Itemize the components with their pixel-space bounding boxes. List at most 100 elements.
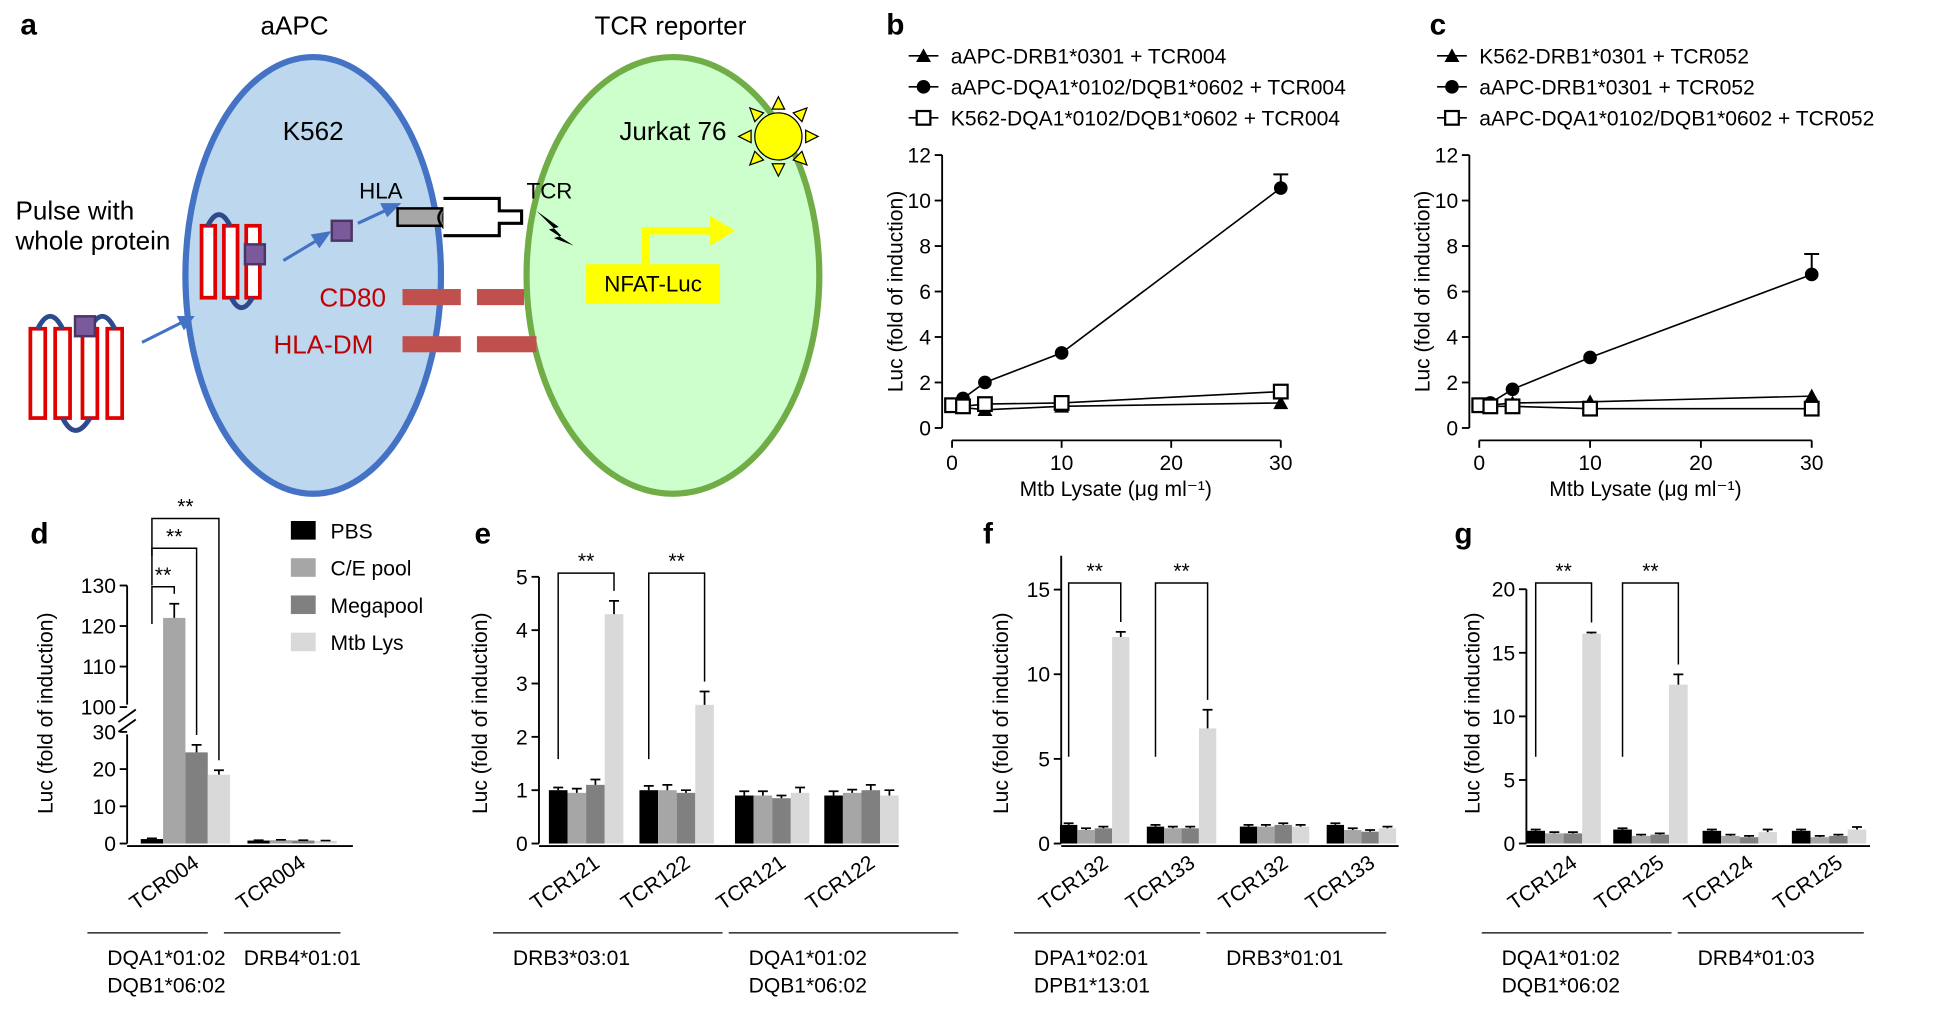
y-tick-label: 4 (919, 326, 931, 349)
bar (163, 617, 186, 844)
legend-label: aAPC-DRB1*0301 + TCR052 (1479, 76, 1755, 99)
marker (978, 375, 992, 390)
y-tick-label: 120 (81, 615, 116, 638)
reporter-arrow (641, 227, 717, 265)
y-tick-label: 130 (81, 575, 116, 598)
significance-label: ** (166, 525, 182, 548)
bar (658, 790, 677, 844)
bar (695, 704, 714, 844)
reporter-title: TCR reporter (594, 11, 746, 41)
x-tick-label: 0 (946, 452, 958, 475)
legend-label: K562-DQA1*0102/DQB1*0602 + TCR004 (951, 107, 1340, 130)
peptide (330, 219, 353, 242)
tcr-label: TCR (527, 178, 573, 203)
apc-cell (182, 53, 445, 497)
legend-marker (915, 109, 932, 126)
error-bar (1063, 822, 1074, 825)
bar (1326, 824, 1345, 844)
error-bar (681, 789, 691, 793)
legend-label: aAPC-DRB1*0301 + TCR004 (951, 45, 1227, 68)
y-axis-label: Luc (fold of induction) (884, 191, 907, 393)
significance-label: ** (668, 550, 684, 573)
series-line (1479, 404, 1812, 410)
y-tick-label: 20 (1492, 579, 1515, 602)
error-bar (662, 783, 673, 791)
significance-bracket (151, 547, 198, 735)
bar (1239, 826, 1258, 844)
group-label: DPA1*02:01 (1034, 947, 1148, 970)
x-tick-label: TCR133 (1122, 851, 1199, 915)
significance-label: ** (578, 550, 594, 573)
significance-bracket (151, 586, 176, 624)
significance-label: ** (1555, 560, 1571, 583)
bar (753, 795, 773, 844)
reporter-box (586, 264, 721, 304)
bar (247, 840, 270, 844)
error-bar (1202, 708, 1213, 729)
significance-bracket (1621, 582, 1680, 757)
panel-label: d (30, 517, 48, 550)
error-bar (1530, 828, 1541, 831)
significance-bracket (648, 572, 706, 760)
x-tick-label: TCR121 (712, 851, 789, 915)
legend-marker (916, 48, 931, 63)
error-bar (1260, 824, 1271, 827)
legend-label: aAPC-DQA1*0102/DQB1*0602 + TCR004 (951, 76, 1346, 99)
marker (1504, 398, 1521, 415)
pulse-label: whole protein (14, 225, 170, 255)
bar (1739, 837, 1759, 844)
bar (185, 752, 208, 844)
marker (1273, 181, 1288, 195)
costim-bars (402, 289, 537, 353)
y-tick-label: 8 (919, 235, 931, 258)
x-tick-label: 30 (1269, 452, 1292, 475)
error-bar (757, 790, 768, 796)
x-tick-label: 10 (1578, 452, 1601, 475)
apc-cell-label: K562 (283, 116, 344, 146)
y-tick-label: 110 (82, 656, 116, 679)
error-bar (1081, 827, 1091, 830)
significance-bracket (1067, 582, 1122, 757)
bar (1847, 829, 1867, 844)
marker (1804, 388, 1820, 403)
legend-swatch (290, 595, 316, 615)
x-tick-label: TCR004 (126, 851, 204, 915)
y-tick-label: 12 (908, 145, 931, 168)
group-label: DRB4*01:01 (244, 947, 361, 970)
error-bar (884, 789, 895, 796)
y-tick-label: 10 (1492, 706, 1515, 729)
bar (140, 839, 164, 844)
y-tick-label: 5 (1038, 748, 1050, 771)
x-tick-label: TCR121 (526, 851, 603, 915)
signal (536, 210, 574, 246)
bar (639, 790, 659, 844)
error-bar (571, 787, 582, 793)
x-tick-label: TCR124 (1680, 851, 1758, 915)
legend-label: aAPC-DQA1*0102/DQB1*0602 + TCR052 (1479, 107, 1874, 130)
error-bar (1833, 833, 1844, 836)
error-bar (1365, 829, 1376, 832)
error-bar (1167, 825, 1178, 829)
bar (1361, 831, 1379, 844)
y-tick-label: 10 (1435, 190, 1458, 213)
bar (1545, 833, 1564, 844)
bar (1112, 636, 1130, 844)
x-tick-label: TCR133 (1302, 851, 1379, 915)
marker (1583, 350, 1597, 365)
tcr-molecule (443, 196, 524, 238)
y-tick-label: 6 (919, 281, 931, 304)
y-axis-label: Luc (fold of induction) (469, 613, 492, 815)
series-line (1479, 395, 1812, 407)
cd80-label: CD80 (319, 282, 386, 312)
y-axis-label: Luc (fold of induction) (1412, 191, 1435, 393)
error-bar (643, 785, 654, 791)
bar (1257, 826, 1275, 844)
bar (1274, 824, 1292, 844)
y-tick-label: 10 (93, 796, 116, 819)
y-tick-label: 0 (1038, 833, 1050, 856)
group-label: DRB3*03:01 (513, 947, 630, 970)
group-label: DQA1*01:02 (749, 947, 867, 970)
bar (1613, 829, 1632, 844)
series-line (951, 187, 1282, 406)
